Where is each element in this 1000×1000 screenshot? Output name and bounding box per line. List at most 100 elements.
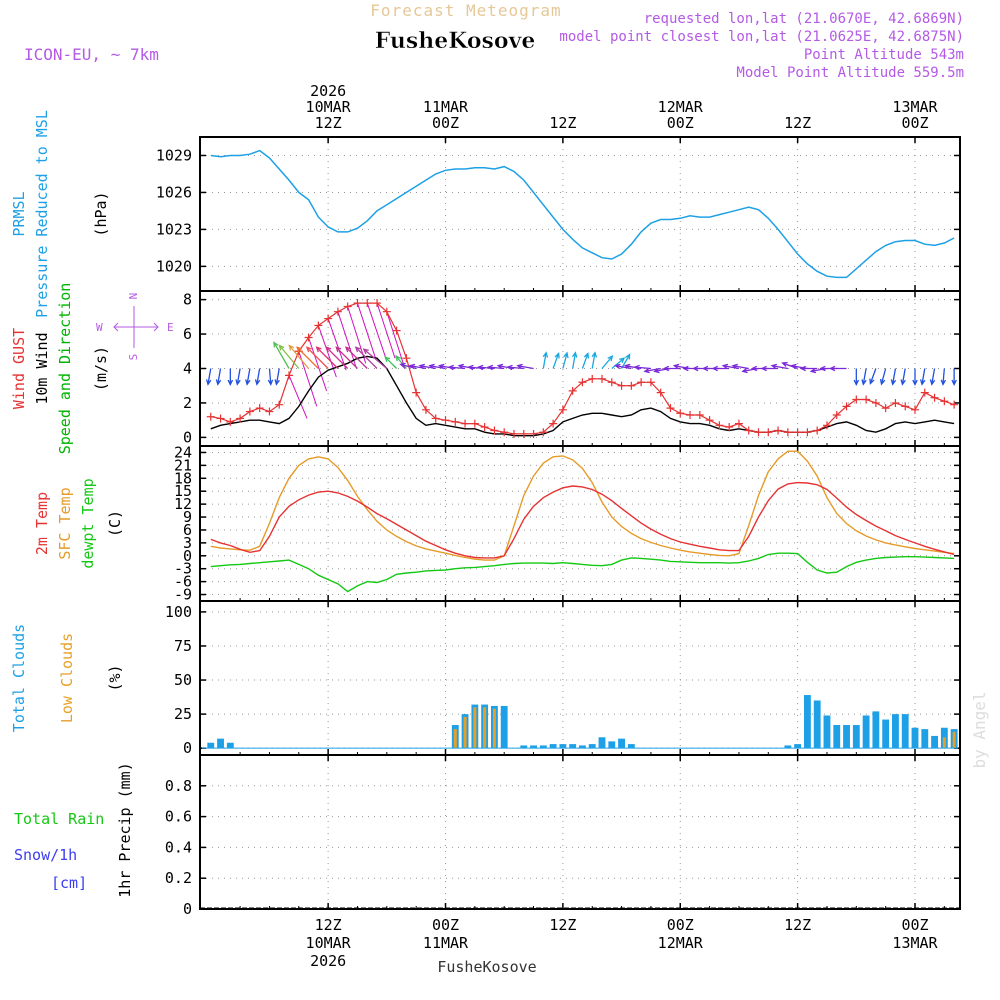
wind-arrow — [316, 346, 339, 369]
gust-marker — [216, 414, 225, 423]
total-cloud-bar — [843, 725, 850, 749]
header: Forecast Meteogram FusheKosove ICON-EU, … — [24, 1, 989, 976]
wind-arrowhead — [477, 364, 484, 371]
total-cloud-bar — [901, 714, 909, 749]
clouds-unit-label: (%) — [106, 664, 124, 691]
temperature-ytick-label: 18 — [174, 469, 192, 487]
wind-arrow — [942, 368, 945, 385]
gust-marker — [783, 428, 792, 437]
wind-arrow — [621, 354, 631, 369]
gust-marker — [774, 426, 783, 435]
total-cloud-bar — [794, 744, 802, 749]
clouds-ytick-label: 50 — [174, 671, 192, 689]
gust-marker — [324, 314, 333, 323]
wind-arrowhead — [643, 367, 650, 374]
wind-arrowhead — [861, 379, 867, 386]
wind-arrowhead — [362, 348, 369, 355]
total-cloud-bar — [618, 738, 625, 749]
legend-snow-unit: [cm] — [51, 874, 87, 892]
precip-ylabel: 1hr Precip (mm) — [116, 762, 134, 897]
low-cloud-bar — [463, 716, 467, 749]
wind-arrowhead — [633, 364, 640, 371]
wind-arrow — [581, 353, 589, 369]
total-cloud-bar — [892, 714, 899, 749]
wind-arrow — [572, 352, 577, 369]
total-cloud-bar — [911, 727, 919, 749]
gust-marker — [832, 411, 841, 419]
gust-marker — [803, 428, 812, 437]
wind-arrowhead — [516, 363, 523, 370]
pressure-line — [210, 149, 955, 279]
gust-marker — [265, 407, 274, 416]
gust-marker — [920, 388, 929, 397]
gust-marker — [930, 393, 939, 402]
wind-arrow — [732, 365, 749, 370]
top-time-label: 11MAR — [423, 98, 469, 116]
gust-marker — [764, 428, 773, 437]
wind-arrowhead — [335, 346, 342, 353]
wind-arrow — [468, 366, 485, 370]
bottom-time-label: 00Z — [432, 916, 459, 934]
temperature-ytick-label: -9 — [174, 586, 192, 604]
top-time-label: 12Z — [315, 114, 342, 132]
precip-ytick-label: 0.2 — [165, 869, 192, 887]
wind-arrow — [869, 368, 877, 384]
low-cloud-bar — [453, 729, 457, 749]
low-cloud-bar — [473, 707, 477, 749]
gust-marker — [353, 299, 362, 308]
gust-marker — [451, 417, 460, 426]
wind-arrow — [384, 356, 398, 369]
wind-arrow — [591, 352, 596, 369]
wind-arrowhead — [496, 363, 504, 370]
wind-arrowhead — [571, 351, 578, 358]
wind-arrowhead — [760, 365, 767, 372]
low-cloud-bar — [942, 737, 946, 749]
wind-arrowhead — [919, 379, 926, 386]
total-cloud-bar — [217, 738, 224, 749]
top-time-label: 2026 — [310, 82, 346, 100]
pressure-ytick-label: 1029 — [156, 146, 192, 164]
total-cloud-bar — [872, 711, 880, 749]
sfc-temp-line — [210, 450, 955, 561]
clouds-ylabel: Total Clouds — [10, 624, 28, 732]
credit: by Angel — [970, 691, 989, 768]
wind-ylabel: Wind GUST — [10, 328, 28, 409]
wind-arrowhead — [721, 363, 729, 370]
gust-hatch — [357, 302, 376, 359]
bottom-time-label: 12Z — [549, 916, 576, 934]
total-cloud-bar — [921, 729, 929, 749]
precip-ytick-label: 0.6 — [165, 808, 192, 826]
pressure-ylabel: PRMSL — [10, 191, 28, 236]
gust-marker — [627, 381, 636, 390]
total-cloud-bar — [803, 695, 811, 749]
low-cloud-bar — [492, 708, 496, 749]
wind-arrowhead — [591, 351, 598, 358]
gust-marker — [862, 395, 871, 404]
clouds-ytick-label: 25 — [174, 705, 192, 723]
gust-marker — [236, 414, 245, 423]
temperature-ytick-label: 21 — [174, 456, 192, 474]
bottom-time-label: 11MAR — [423, 934, 469, 952]
temp-2m-line — [210, 481, 955, 559]
gust-marker — [940, 397, 949, 406]
top-time-label: 12Z — [549, 114, 576, 132]
wind-arrowhead — [274, 379, 280, 386]
wind-arrow — [517, 365, 534, 370]
wind-arrow — [335, 346, 358, 369]
wind-arrowhead — [437, 363, 445, 370]
wind-arrowhead — [447, 364, 455, 371]
gust-marker — [686, 411, 695, 419]
wind-arrowhead — [625, 353, 631, 360]
wind-arrow — [236, 368, 241, 385]
gust-marker — [509, 429, 518, 438]
wind-arrow — [246, 368, 251, 385]
gust-marker — [734, 419, 743, 428]
gust-marker — [607, 378, 616, 387]
wind-arrow — [279, 345, 300, 369]
gust-marker — [500, 428, 509, 437]
wind-arrow — [306, 346, 329, 369]
wind-arrow — [296, 346, 319, 369]
total-cloud-bar — [226, 742, 234, 749]
temperature-ytick-label: 9 — [183, 508, 192, 526]
